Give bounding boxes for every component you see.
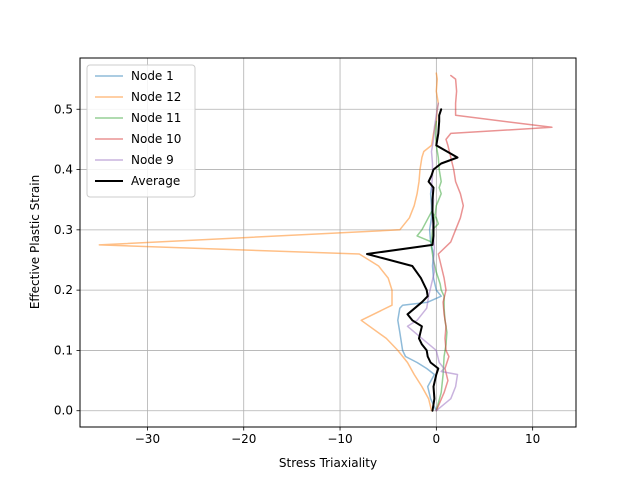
ticks: −30 −20 −10 0 10 0.0 0.1 0.2 0.3 0.4 0.5 (54, 102, 540, 446)
legend-label-node-11: Node 11 (131, 111, 181, 125)
x-tick-label: −20 (231, 432, 256, 446)
legend-label-average: Average (131, 174, 180, 188)
legend-box (86, 64, 196, 198)
y-tick-label: 0.0 (54, 404, 73, 418)
series-line-average (366, 108, 459, 412)
legend-label-node-1: Node 1 (131, 69, 174, 83)
y-tick-label: 0.4 (54, 163, 73, 177)
x-tick-label: 10 (525, 432, 540, 446)
y-tick-label: 0.1 (54, 343, 73, 357)
legend-label-node-9: Node 9 (131, 153, 174, 167)
legend-label-node-10: Node 10 (131, 132, 181, 146)
series-layer (98, 72, 553, 412)
y-tick-label: 0.3 (54, 223, 73, 237)
series-line-node-10 (435, 74, 553, 412)
x-tick-label: −30 (135, 432, 160, 446)
x-axis-label: Stress Triaxiality (279, 456, 377, 470)
plot-frame (79, 57, 577, 428)
x-tick-label: −10 (327, 432, 352, 446)
y-tick-label: 0.5 (54, 102, 73, 116)
x-tick-label: 0 (433, 432, 441, 446)
series-line-node-11 (416, 120, 448, 412)
y-axis-label: Effective Plastic Strain (28, 175, 42, 309)
y-tick-label: 0.2 (54, 283, 73, 297)
series-line-node-1 (397, 186, 442, 412)
grid (80, 58, 576, 427)
legend-label-node-12: Node 12 (131, 90, 181, 104)
legend: Node 1 Node 12 Node 11 Node 10 Node 9 Average (86, 64, 196, 198)
series-line-node-9 (406, 102, 459, 412)
